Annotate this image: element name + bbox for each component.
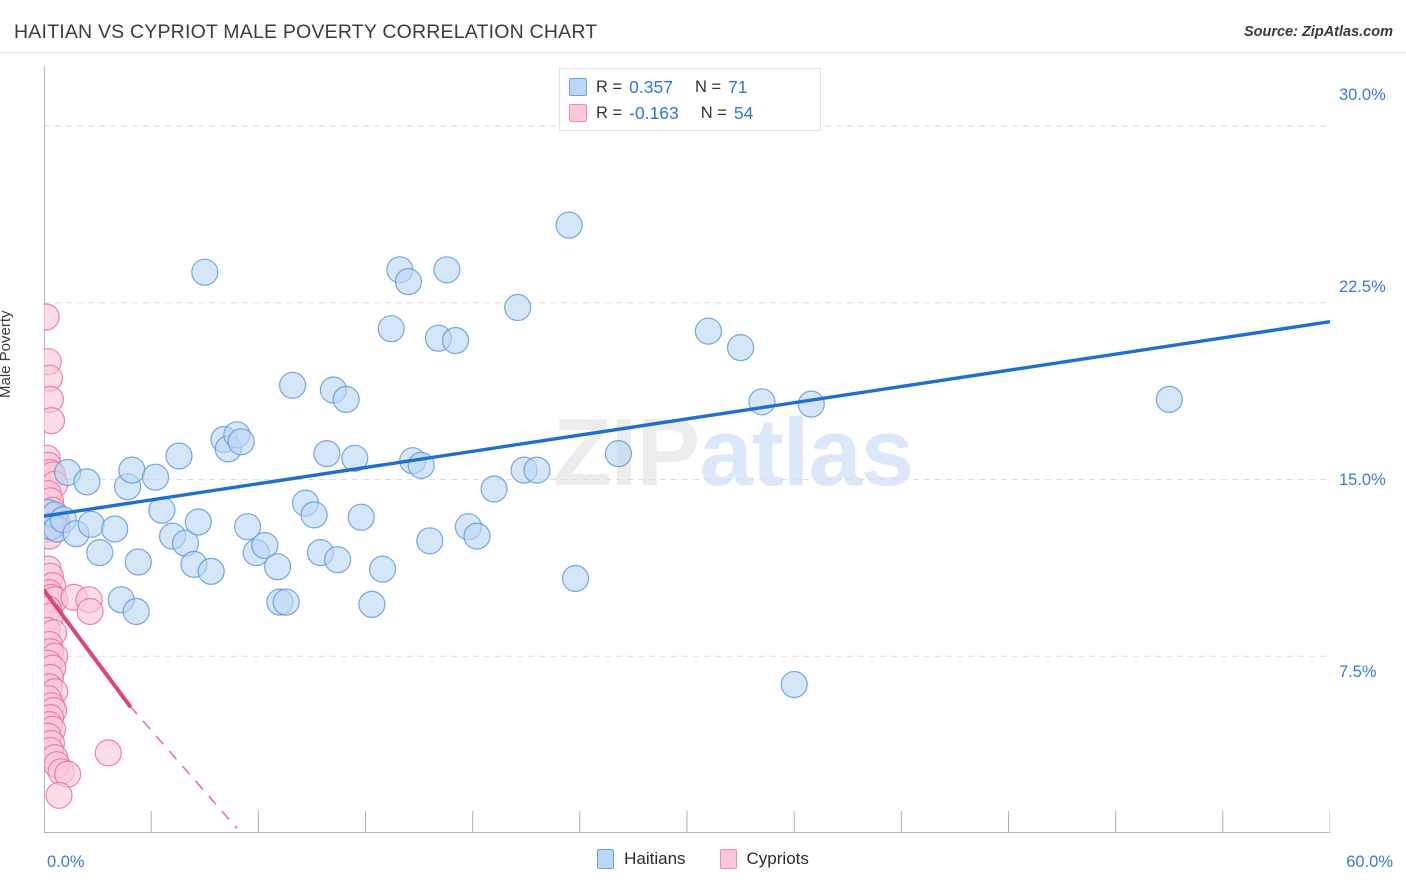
stats-r-label-haitians: R =: [596, 77, 623, 96]
stats-row-cypriots: R = -0.163 N = 54: [569, 100, 811, 126]
data-point-haitians-58: [480, 475, 508, 503]
data-point-haitians-44: [347, 503, 375, 531]
stats-n-value-cypriots: 54: [733, 102, 754, 123]
y-axis-title: Male Poverty: [0, 310, 14, 398]
data-point-haitians-54: [433, 256, 461, 284]
data-point-cypriots-52: [94, 739, 122, 767]
plot-svg: [44, 66, 1330, 833]
stats-r-label-cypriots: R =: [596, 103, 623, 122]
data-point-cypriots-0: [44, 303, 60, 331]
data-point-haitians-67: [748, 388, 776, 416]
stats-r-value-haitians: 0.357: [629, 76, 673, 97]
data-point-haitians-41: [324, 546, 352, 574]
data-point-haitians-9: [86, 539, 114, 567]
data-point-haitians-35: [279, 371, 307, 399]
data-point-haitians-14: [122, 597, 150, 626]
data-point-haitians-59: [504, 293, 532, 322]
trendline-cypriots: [44, 588, 132, 708]
data-point-cypriots-4: [44, 407, 66, 435]
stats-swatch-cypriots: [569, 104, 587, 122]
scatter-plot-area: [44, 66, 1330, 833]
data-point-haitians-34: [272, 588, 300, 616]
data-point-haitians-68: [780, 670, 808, 699]
x-tick-marks: [44, 811, 1330, 833]
y-tick-label-15: 15.0%: [1339, 471, 1386, 489]
page-title: HAITIAN VS CYPRIOT MALE POVERTY CORRELAT…: [14, 21, 598, 43]
data-point-cypriots-53: [45, 781, 73, 809]
stats-n-label-haitians: N =: [694, 77, 722, 96]
legend-swatch-haitians: [597, 849, 615, 869]
data-point-haitians-64: [604, 440, 633, 468]
data-point-haitians-7: [73, 468, 101, 496]
trendline-extension-cypriots: [129, 705, 238, 829]
data-point-haitians-46: [369, 555, 397, 583]
data-point-haitians-13: [118, 456, 146, 484]
data-point-haitians-62: [555, 211, 583, 239]
data-point-haitians-39: [313, 440, 341, 468]
y-tick-label-30: 30.0%: [1339, 86, 1386, 104]
x-axis-max-label: 60.0%: [1346, 853, 1393, 871]
data-point-haitians-16: [141, 463, 170, 491]
stats-n-value-haitians: 71: [728, 76, 748, 97]
data-point-haitians-32: [264, 553, 292, 581]
data-point-haitians-15: [124, 548, 152, 576]
legend-item-cypriots[interactable]: Cypriots: [719, 849, 809, 869]
data-point-haitians-37: [300, 501, 328, 529]
data-point-haitians-28: [227, 428, 255, 456]
trend-lines-group: [44, 319, 1330, 829]
stats-n-label-cypriots: N =: [700, 103, 727, 122]
data-point-haitians-47: [377, 315, 405, 343]
data-point-haitians-24: [197, 557, 225, 585]
data-point-haitians-22: [184, 508, 212, 536]
data-point-haitians-19: [165, 442, 193, 470]
data-point-haitians-45: [358, 590, 386, 619]
cypriots-points-group: [44, 303, 122, 809]
data-point-cypriots-26: [76, 597, 104, 626]
gridlines: [44, 125, 1330, 657]
data-point-haitians-55: [441, 326, 470, 355]
data-point-haitians-42: [332, 385, 360, 413]
x-axis-min-label: 0.0%: [47, 853, 85, 871]
data-point-haitians-57: [463, 522, 491, 550]
stats-r-value-cypriots: -0.163: [629, 102, 679, 123]
data-point-haitians-69: [797, 390, 825, 418]
header-divider: [0, 52, 1406, 53]
haitians-points-group: [44, 211, 1183, 699]
stats-swatch-haitians: [569, 78, 587, 96]
y-tick-label-7-5: 7.5%: [1339, 663, 1377, 681]
series-legend: Haitians Cypriots: [0, 849, 1406, 869]
data-point-haitians-49: [394, 268, 422, 296]
stats-row-haitians: R = 0.357 N = 71: [569, 74, 811, 100]
data-point-haitians-43: [341, 444, 369, 472]
data-point-haitians-52: [416, 527, 444, 555]
correlation-stats-box: R = 0.357 N = 71 R = -0.163 N = 54: [559, 68, 821, 131]
data-point-haitians-23: [191, 258, 219, 286]
data-point-haitians-66: [726, 334, 755, 362]
source-label: Source: ZipAtlas.com: [1243, 24, 1393, 40]
data-point-haitians-65: [694, 317, 723, 345]
data-point-haitians-61: [523, 456, 551, 484]
data-point-haitians-31: [251, 531, 279, 560]
trendline-haitians: [44, 319, 1330, 518]
data-point-haitians-70: [1155, 385, 1183, 413]
legend-item-haitians[interactable]: Haitians: [597, 849, 686, 869]
legend-label-haitians: Haitians: [624, 849, 686, 868]
data-point-haitians-10: [101, 515, 129, 543]
data-point-haitians-8: [77, 510, 105, 538]
legend-label-cypriots: Cypriots: [746, 849, 809, 868]
legend-swatch-cypriots: [719, 849, 737, 869]
data-point-haitians-29: [234, 513, 262, 541]
data-point-haitians-63: [561, 564, 590, 593]
y-tick-label-22-5: 22.5%: [1339, 278, 1386, 296]
